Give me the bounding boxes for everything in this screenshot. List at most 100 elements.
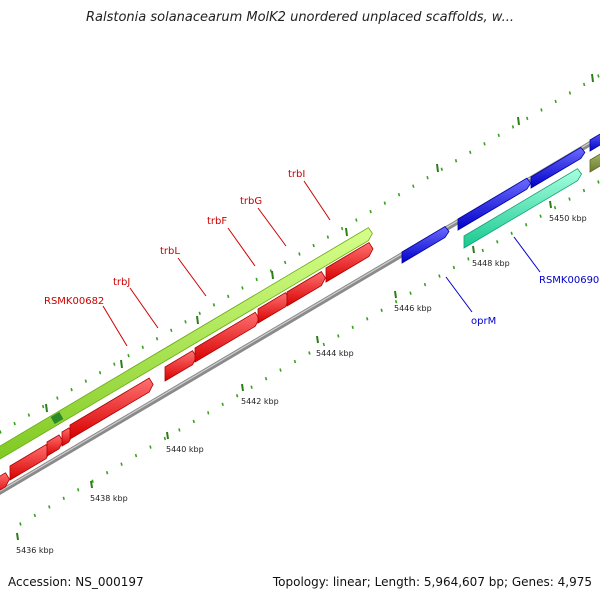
minor-tick [467,257,470,261]
minor-tick [568,197,571,201]
minor-tick [394,299,398,304]
minor-ticks-upper [0,74,600,434]
forward-gene [589,153,600,173]
reverse-gene [164,350,197,382]
minor-tick [597,180,600,184]
minor-tick [298,252,301,256]
forward-gene-marker [50,412,64,424]
minor-tick [283,260,287,265]
minor-tick [221,402,224,407]
tick-label: 5448 kbp [472,259,510,268]
tick-label: 5442 kbp [241,397,279,406]
minor-tick [440,167,443,171]
gene-label-leader [102,305,128,347]
tick-label: 5444 kbp [316,349,354,358]
minor-tick [326,235,330,239]
minor-tick [426,176,429,180]
forward-gene [0,227,373,460]
reverse-gene [401,225,450,264]
minor-tick [134,453,138,458]
minor-tick [526,116,529,121]
gene-label[interactable]: RSMK00682 [44,296,104,307]
major-tick [90,480,93,489]
minor-tick [597,74,600,78]
major-tick [45,403,48,413]
forward-gene [463,168,583,249]
tick-label: 5436 kbp [16,546,54,555]
gene-label-leader [303,180,331,221]
gene-label-leader [227,227,256,267]
minor-tick [568,91,572,95]
minor-tick [497,133,500,138]
minor-tick [241,286,244,290]
minor-tick [250,385,253,389]
minor-tick [582,82,586,87]
minor-tick [91,479,94,483]
minor-tick [355,218,358,222]
minor-tick [423,282,427,287]
backbone-line [0,134,600,495]
minor-tick [340,226,344,231]
minor-tick [98,370,102,375]
minor-tick [77,488,80,492]
minor-tick [62,496,65,501]
minor-tick [192,419,195,424]
gene-label[interactable]: trbI [288,169,305,180]
gene-label[interactable]: trbG [240,196,262,207]
minor-tick [163,436,167,441]
minor-tick [366,317,369,321]
minor-tick [56,396,59,400]
minor-tick [279,368,282,372]
minor-tick [178,428,181,432]
minor-tick [511,125,515,129]
gene-label[interactable]: RSMK00690 [539,275,599,286]
reverse-gene [0,472,10,491]
major-tick [472,245,475,254]
accession-text: Accession: NS_000197 [8,575,144,589]
minor-tick [155,337,159,341]
tick-label: 5440 kbp [166,445,204,454]
minor-tick [469,150,472,154]
tick-label: 5438 kbp [90,494,128,503]
major-tick [549,200,552,209]
minor-tick [48,505,51,509]
reverse-gene [46,434,64,457]
major-tick [271,270,274,280]
gene-label-leader [445,276,473,313]
gene-label-leader [177,257,207,297]
minor-tick [264,376,268,381]
minor-tick [582,188,586,193]
map-title: Ralstonia solanacearum MolK2 unordered u… [85,10,514,25]
minor-tick [454,159,458,163]
minor-tick [481,248,484,253]
backbone-layer [0,134,600,495]
minor-tick [84,379,88,383]
major-tick [316,335,319,344]
minor-tick [351,325,354,330]
minor-tick [198,311,201,316]
gene-label[interactable]: trbL [160,246,180,257]
minor-tick [33,513,37,518]
gene-label[interactable]: oprM [471,316,496,327]
genome-summary-text: Topology: linear; Length: 5,964,607 bp; … [272,575,592,589]
reverse-gene [530,146,586,189]
major-tick [394,290,397,299]
major-tick [120,359,123,369]
gene-label[interactable]: trbF [207,216,227,227]
minor-tick [539,214,542,218]
gene-label-leader [129,287,159,329]
minor-tick [438,274,441,278]
reverse-gene [457,177,532,231]
reverse-gene [69,377,154,440]
gene-label[interactable]: trbJ [113,277,130,288]
major-tick [591,73,594,83]
minor-tick [383,201,387,205]
minor-tick [397,192,401,197]
minor-tick [483,142,486,146]
minor-tick [452,265,456,270]
minor-tick [554,99,557,104]
minor-tick [227,294,230,299]
reverse-gene [286,271,326,307]
